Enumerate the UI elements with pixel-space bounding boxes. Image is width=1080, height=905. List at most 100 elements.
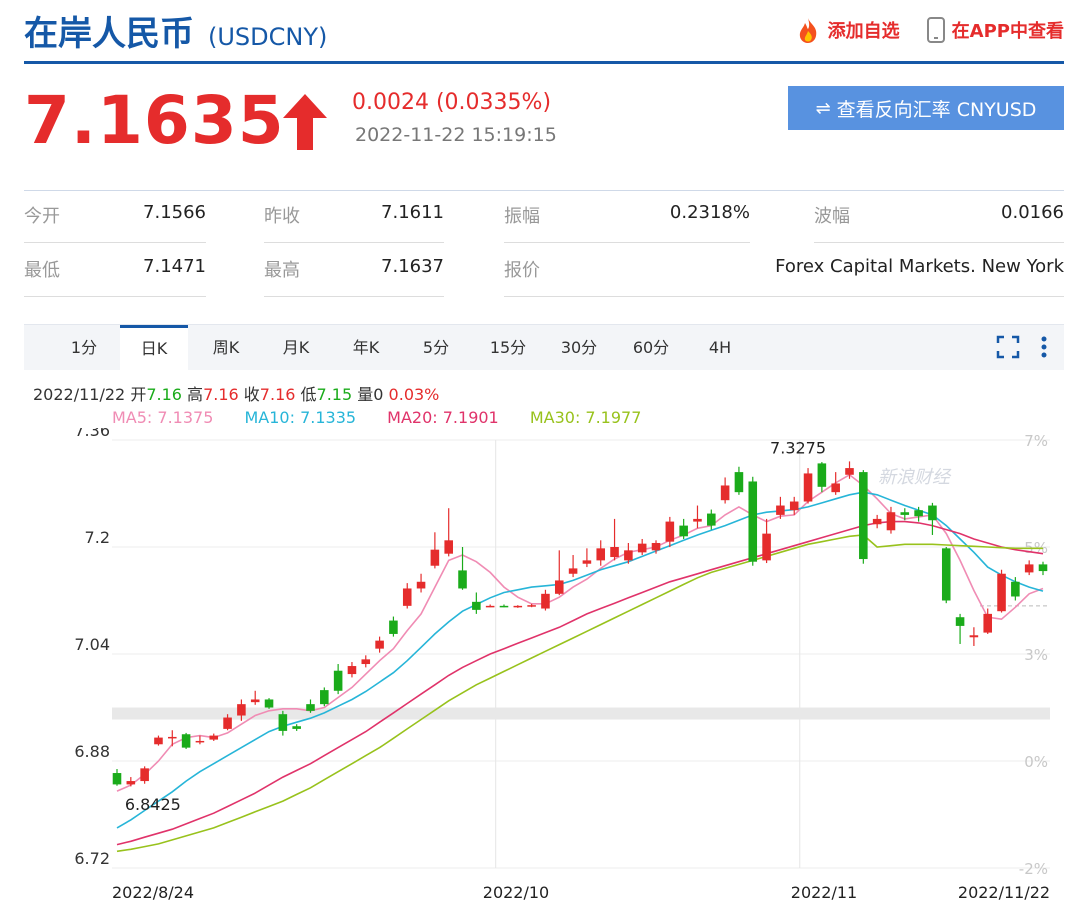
low-value: 7.1471 xyxy=(143,256,206,277)
candle-body xyxy=(665,521,675,542)
amplitude-label: 振幅 xyxy=(504,206,540,227)
prev-close-value: 7.1611 xyxy=(381,202,444,223)
candle-body xyxy=(872,518,882,525)
tab-weekly[interactable]: 周K xyxy=(212,338,240,357)
candle-body xyxy=(762,533,771,561)
candle-body xyxy=(195,740,205,743)
low-short-label: 低 xyxy=(300,385,317,404)
ma20-line xyxy=(116,520,1044,846)
candle-body xyxy=(541,593,550,609)
candle-body xyxy=(223,717,232,729)
ma5-legend: MA5: 7.1375 xyxy=(112,408,214,427)
candle-body xyxy=(499,605,509,608)
candle-body xyxy=(320,690,329,705)
candle-body xyxy=(845,468,854,475)
candle-body xyxy=(610,547,619,558)
candle-body xyxy=(914,510,923,517)
ohlc-open: 7.16 xyxy=(146,385,182,404)
watermark-text: 新浪财经 xyxy=(878,467,952,488)
candle-body xyxy=(817,463,827,487)
candle-body xyxy=(513,605,523,608)
candle-body xyxy=(568,568,578,574)
tab-4h[interactable]: 4H xyxy=(708,338,732,357)
tab-30min[interactable]: 30分 xyxy=(560,338,598,357)
candle-body xyxy=(292,726,301,729)
stats-panel: 今开 7.1566 昨收 7.1611 振幅 0.2318% 波幅 0.0166… xyxy=(24,190,1064,298)
close-short-label: 收 xyxy=(243,385,260,404)
chart-period-tabs: 1分 日K 周K 月K 年K 5分 15分 30分 60分 4H xyxy=(24,324,1064,370)
tab-monthly[interactable]: 月K xyxy=(282,338,310,357)
candle-body xyxy=(997,573,1006,612)
view-in-app-button[interactable]: 在APP中查看 xyxy=(926,16,1064,44)
up-arrow-icon xyxy=(283,94,327,150)
pct-tick-label: -2% xyxy=(1019,860,1048,878)
candle-body xyxy=(983,613,993,633)
ohlc-date: 2022/11/22 xyxy=(33,385,126,404)
candle-body xyxy=(416,581,426,589)
phone-icon xyxy=(926,17,945,43)
divider xyxy=(24,242,206,243)
open-value: 7.1566 xyxy=(143,202,206,223)
y-tick-label: 7.04 xyxy=(74,635,110,654)
candle-body xyxy=(596,548,606,561)
amplitude-value: 0.2318% xyxy=(669,202,750,223)
chart-tools xyxy=(994,333,1048,361)
candle-body xyxy=(112,773,122,785)
tab-1min[interactable]: 1分 xyxy=(70,338,98,357)
candle-body xyxy=(1024,564,1034,573)
candle-body xyxy=(140,768,149,782)
candlestick-chart[interactable]: 7.367.27.046.886.727%5%3%0%-2%新浪财经7.3275… xyxy=(0,428,1080,905)
divider xyxy=(264,296,444,297)
candle-body xyxy=(472,601,481,610)
y-tick-label: 7.2 xyxy=(85,528,110,547)
candle-body xyxy=(679,525,688,537)
candle-body xyxy=(637,543,647,553)
candle-body xyxy=(361,659,371,665)
ohlc-close: 7.16 xyxy=(259,385,296,404)
tab-daily[interactable]: 日K xyxy=(120,325,188,370)
low-label: 最低 xyxy=(24,260,60,281)
tab-yearly[interactable]: 年K xyxy=(352,338,380,357)
candle-body xyxy=(776,505,785,515)
candle-body xyxy=(402,588,412,606)
more-options-icon[interactable] xyxy=(1040,333,1048,361)
divider xyxy=(504,242,750,243)
candle-body xyxy=(789,501,799,511)
add-watchlist-button[interactable]: 添加自选 xyxy=(794,16,900,44)
quote-source-value: Forex Capital Markets. New York xyxy=(775,256,1064,277)
candle-body xyxy=(306,704,315,711)
candle-body xyxy=(734,472,744,493)
candle-body xyxy=(389,620,398,634)
candle-body xyxy=(126,781,136,785)
reference-band xyxy=(112,707,1050,720)
ohlc-volume: 0 xyxy=(373,385,384,404)
y-tick-label: 6.88 xyxy=(74,742,110,761)
inverse-rate-label: 查看反向汇率 CNYUSD xyxy=(836,98,1037,121)
candle-body xyxy=(347,666,357,675)
candle-body xyxy=(209,735,219,740)
fullscreen-icon[interactable] xyxy=(994,333,1022,361)
x-tick-label: 2022/11 xyxy=(791,883,857,902)
open-short-label: 开 xyxy=(130,385,147,404)
candle-body xyxy=(624,550,633,561)
inverse-rate-button[interactable]: ⇌ 查看反向汇率 CNYUSD xyxy=(788,86,1064,130)
ma10-legend: MA10: 7.1335 xyxy=(244,408,357,427)
candle-body xyxy=(458,570,467,589)
ma30-legend: MA30: 7.1977 xyxy=(529,408,642,427)
pct-tick-label: 3% xyxy=(1024,646,1048,664)
tab-60min[interactable]: 60分 xyxy=(632,338,670,357)
price-change: 0.0024 (0.0335%) xyxy=(352,90,552,115)
add-watchlist-label: 添加自选 xyxy=(827,21,900,42)
candle-body xyxy=(941,548,951,601)
candle-body xyxy=(237,704,246,716)
header: 在岸人民币 (USDCNY) 添加自选 在APP中查看 xyxy=(0,0,1080,64)
tab-5min[interactable]: 5分 xyxy=(422,338,450,357)
ohlc-summary: 2022/11/22 开7.16 高7.16 收7.16 低7.15 量0 0.… xyxy=(33,381,439,405)
candle-body xyxy=(485,605,495,608)
tab-15min[interactable]: 15分 xyxy=(489,338,527,357)
divider xyxy=(814,242,1064,243)
pair-code: (USDCNY) xyxy=(208,23,328,51)
candle-body xyxy=(250,699,260,703)
current-price: 7.1635 xyxy=(24,82,285,159)
quote-source-label: 报价 xyxy=(504,260,540,281)
